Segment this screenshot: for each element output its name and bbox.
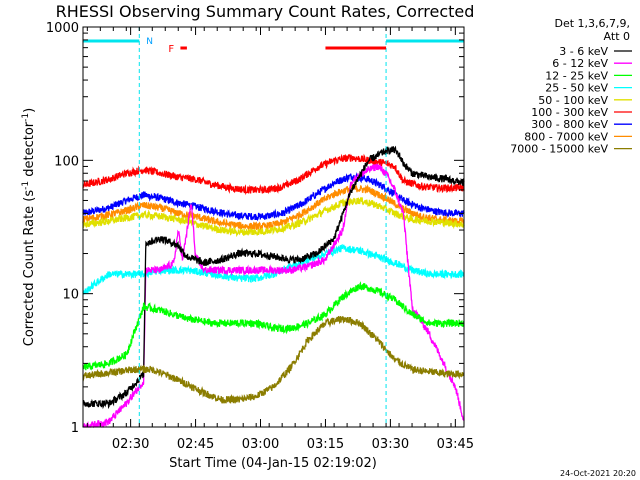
x-tick-label-03-30: 03:30: [372, 437, 409, 452]
legend-label-800-7000-kev: 800 - 7000 keV: [524, 130, 608, 143]
y-axis-label-part2: detector: [22, 121, 37, 181]
y-axis: 1 10 100 1000: [46, 21, 464, 436]
x-tick-label-03-45: 03:45: [437, 437, 474, 452]
y-tick-label-1: 1: [71, 421, 79, 436]
legend-label-7000-15000-kev: 7000 - 15000 keV: [510, 143, 608, 156]
y-axis-label-sup1: -1: [21, 181, 31, 190]
series-line-7000-15000-kev: [82, 315, 465, 404]
legend-label-12-25-kev: 12 - 25 keV: [545, 69, 608, 82]
series-line-50-100-kev: [82, 196, 465, 238]
timestamp: 24-Oct-2021 20:20: [560, 469, 636, 478]
series-layer: [82, 145, 465, 429]
series-line-100-300-kev: [82, 153, 465, 196]
y-tick-label-1000: 1000: [46, 21, 79, 36]
legend-label-3-6-kev: 3 - 6 keV: [559, 45, 608, 58]
y-tick-label-10: 10: [62, 288, 79, 303]
series-line-300-800-kev: [82, 172, 465, 222]
legend-label-25-50-kev: 25 - 50 keV: [545, 82, 608, 95]
legend-label-300-800-kev: 300 - 800 keV: [531, 118, 608, 131]
legend-header-attenuator: Att 0: [604, 30, 630, 43]
legend-label-100-300-kev: 100 - 300 keV: [531, 106, 608, 119]
series-line-3-6-kev: [82, 145, 465, 410]
y-axis-label-part3: ): [22, 108, 37, 113]
y-tick-label-100: 100: [54, 154, 79, 169]
night-label: N: [146, 37, 153, 47]
x-tick-label-02-45: 02:45: [177, 437, 214, 452]
y-axis-label: Corrected Count Rate (s-1 detector-1): [21, 108, 37, 346]
legend-label-6-12-kev: 6 - 12 keV: [552, 57, 608, 70]
flare-label: F: [168, 44, 174, 55]
plot-frame: [82, 26, 465, 428]
series-line-6-12-kev: [82, 163, 465, 429]
y-axis-label-sup2: -1: [21, 113, 31, 122]
y-axis-label-part1: Corrected Count Rate (s: [22, 190, 37, 347]
annotation-layer: NF: [83, 27, 465, 427]
x-tick-label-03-15: 03:15: [307, 437, 344, 452]
legend-header-detectors: Det 1,3,6,7,9,: [554, 17, 630, 30]
x-tick-label-03-00: 03:00: [242, 437, 279, 452]
x-axis-label: Start Time (04-Jan-15 02:19:02): [169, 456, 377, 471]
x-axis: 02:30 02:45 03:00 03:15 03:30 03:45: [86, 27, 474, 452]
series-line-12-25-kev: [82, 281, 465, 371]
legend-label-50-100-kev: 50 - 100 keV: [538, 94, 608, 107]
x-tick-label-02-30: 02:30: [112, 437, 149, 452]
chart-title: RHESSI Observing Summary Count Rates, Co…: [56, 2, 475, 21]
